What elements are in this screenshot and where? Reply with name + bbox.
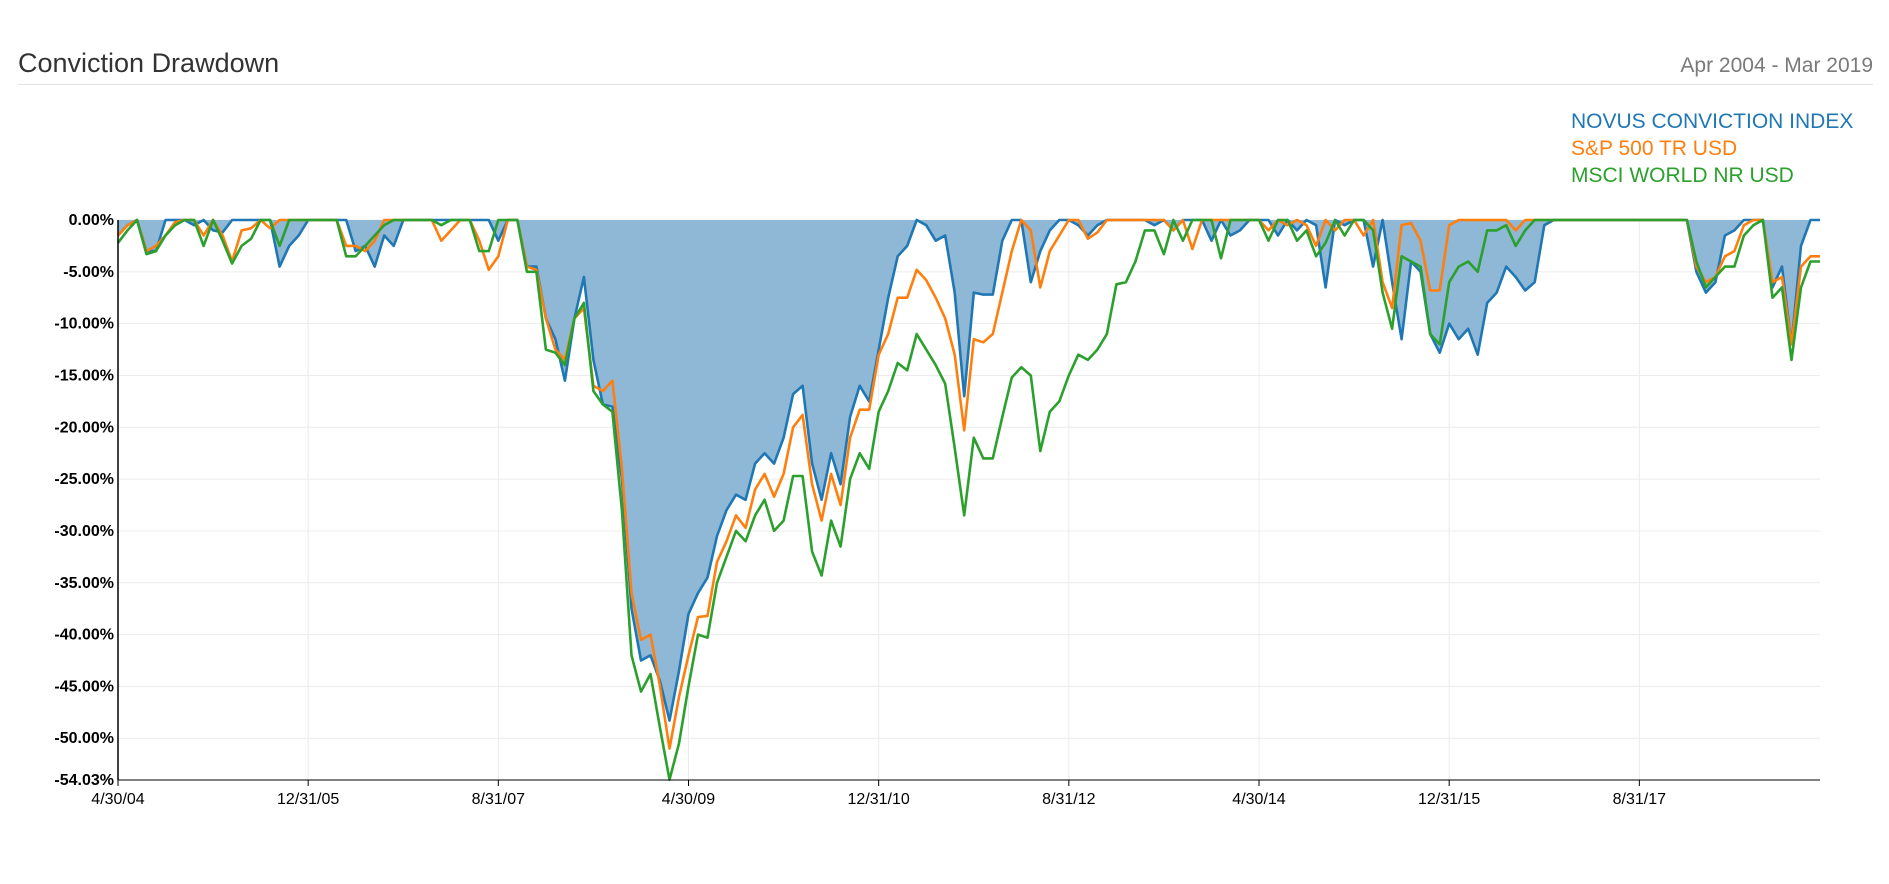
y-tick-label: -5.00% xyxy=(63,264,114,281)
x-tick-label: 4/30/09 xyxy=(662,791,715,808)
x-tick-label: 12/31/10 xyxy=(848,791,910,808)
x-tick-label: 8/31/17 xyxy=(1613,791,1666,808)
y-tick-label: 0.00% xyxy=(69,212,114,229)
x-tick-label: 12/31/05 xyxy=(277,791,339,808)
y-tick-label: -15.00% xyxy=(54,367,114,384)
y-tick-label: -45.00% xyxy=(54,678,114,695)
y-tick-label: -20.00% xyxy=(54,419,114,436)
x-tick-label: 8/31/07 xyxy=(472,791,525,808)
x-tick-label: 8/31/12 xyxy=(1042,791,1095,808)
series-area-novus xyxy=(118,220,1820,721)
legend-item-msci[interactable]: MSCI WORLD NR USD xyxy=(1571,164,1794,187)
x-tick-label: 12/31/15 xyxy=(1418,791,1480,808)
date-range-label: Apr 2004 - Mar 2019 xyxy=(1680,54,1873,77)
y-tick-label: -30.00% xyxy=(54,523,114,540)
series-line-msci xyxy=(116,218,1820,781)
x-tick-label: 4/30/14 xyxy=(1232,791,1285,808)
y-tick-label: -10.00% xyxy=(54,316,114,333)
series-line-novus xyxy=(117,218,1820,722)
y-tick-label: -54.03% xyxy=(54,772,114,789)
x-tick-label: 4/30/04 xyxy=(91,791,144,808)
legend-item-sp500[interactable]: S&P 500 TR USD xyxy=(1571,137,1738,160)
chart-header: Conviction Drawdown Apr 2004 - Mar 2019 xyxy=(18,44,1873,85)
chart-title: Conviction Drawdown xyxy=(18,48,280,78)
legend-item-novus[interactable]: NOVUS CONVICTION INDEX xyxy=(1571,110,1854,133)
y-tick-label: -50.00% xyxy=(54,730,114,747)
y-tick-label: -35.00% xyxy=(54,575,114,592)
chart-legend: NOVUS CONVICTION INDEX S&P 500 TR USD MS… xyxy=(1571,108,1853,189)
y-tick-label: -40.00% xyxy=(54,627,114,644)
y-tick-label: -25.00% xyxy=(54,471,114,488)
